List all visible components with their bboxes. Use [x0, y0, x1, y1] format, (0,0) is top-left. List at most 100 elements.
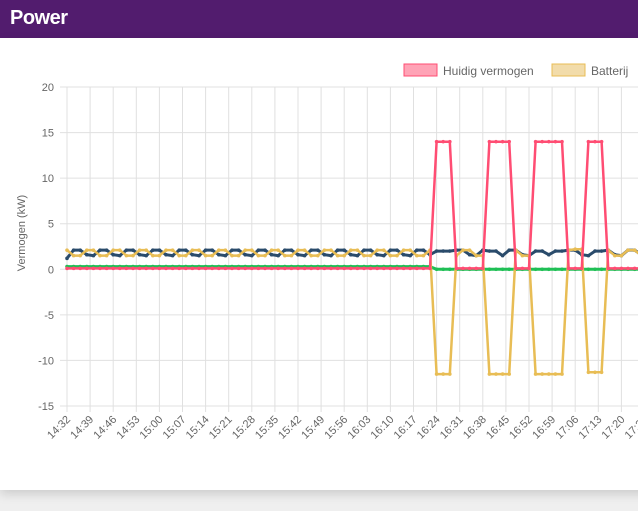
data-point [203, 248, 208, 252]
data-point [514, 266, 518, 271]
data-point [217, 248, 221, 252]
data-point [223, 248, 228, 252]
data-point [151, 266, 155, 271]
data-point [230, 248, 234, 252]
data-point [263, 266, 267, 271]
legend-label: Huidig vermogen [443, 64, 534, 78]
y-tick-label: 0 [48, 264, 54, 276]
data-point [230, 253, 234, 258]
data-point [448, 267, 452, 272]
x-tick-label: 16:31 [438, 414, 466, 442]
data-point [586, 139, 591, 144]
x-tick-label: 15:35 [253, 414, 281, 442]
data-point [289, 266, 294, 271]
data-point [250, 253, 254, 258]
data-point [434, 139, 439, 144]
data-point [322, 266, 327, 271]
data-point [619, 253, 624, 258]
data-point [111, 252, 115, 257]
y-tick-label: 15 [42, 128, 54, 140]
data-point [349, 266, 353, 271]
data-point [494, 267, 498, 272]
data-point [593, 249, 597, 253]
data-point [553, 139, 558, 144]
data-point [65, 266, 69, 271]
data-point [547, 372, 551, 376]
x-tick-label: 17:27 [623, 414, 638, 442]
data-point [98, 266, 102, 271]
data-point [408, 248, 413, 252]
data-point [421, 248, 426, 252]
data-point [91, 253, 96, 258]
data-point [408, 266, 413, 271]
data-point [98, 253, 102, 258]
data-point [388, 253, 393, 258]
axes: 20151050-5-10-1514:3214:3914:4614:5315:0… [38, 82, 638, 442]
data-point [131, 248, 135, 252]
data-point [203, 266, 208, 271]
data-point [355, 248, 360, 252]
x-tick-label: 14:39 [68, 414, 96, 442]
data-point [164, 266, 168, 271]
data-point [269, 248, 274, 252]
series-lines [65, 139, 638, 376]
data-point [184, 248, 188, 252]
data-point [448, 139, 452, 144]
x-tick-label: 16:17 [392, 414, 420, 442]
data-point [283, 266, 287, 271]
data-point [500, 372, 505, 376]
data-point [85, 266, 89, 271]
x-tick-label: 16:45 [484, 414, 512, 442]
data-point [78, 253, 82, 258]
data-point [494, 249, 498, 253]
x-tick-label: 16:52 [507, 414, 535, 442]
data-point [329, 266, 333, 271]
data-point [434, 267, 439, 272]
data-point [170, 253, 175, 258]
data-point [217, 266, 221, 271]
data-point [230, 266, 234, 271]
x-tick-label: 15:28 [230, 414, 258, 442]
data-point [474, 266, 479, 271]
data-point [613, 253, 617, 258]
data-point [547, 139, 551, 144]
data-point [401, 266, 406, 271]
data-point [494, 139, 498, 144]
data-point [137, 248, 142, 252]
data-point [547, 267, 551, 272]
data-point [461, 266, 465, 271]
data-point [197, 266, 201, 271]
data-point [580, 266, 584, 271]
data-point [613, 266, 617, 271]
x-tick-label: 16:38 [461, 414, 489, 442]
data-point [302, 253, 307, 258]
data-point [375, 266, 380, 271]
data-point [632, 266, 637, 271]
data-point [362, 266, 366, 271]
data-point [368, 253, 373, 258]
data-point [223, 253, 228, 258]
data-point [210, 266, 214, 271]
data-point [302, 248, 307, 252]
data-point [118, 253, 122, 258]
x-tick-label: 15:00 [138, 414, 166, 442]
data-point [401, 252, 406, 257]
x-tick-label: 16:24 [415, 414, 443, 442]
data-point [184, 266, 188, 271]
data-point [599, 267, 604, 272]
x-tick-label: 17:13 [576, 414, 604, 442]
data-point [362, 248, 366, 252]
data-point [250, 266, 254, 271]
data-point [322, 252, 327, 257]
data-point [415, 266, 419, 271]
data-point [184, 253, 188, 258]
data-point [203, 253, 208, 258]
data-point [395, 248, 399, 252]
x-tick-label: 16:59 [530, 414, 558, 442]
data-point [487, 139, 492, 144]
data-point [256, 266, 261, 271]
y-tick-label: 10 [42, 173, 54, 185]
data-point [164, 252, 168, 257]
data-point [520, 266, 525, 271]
data-point [395, 266, 399, 271]
